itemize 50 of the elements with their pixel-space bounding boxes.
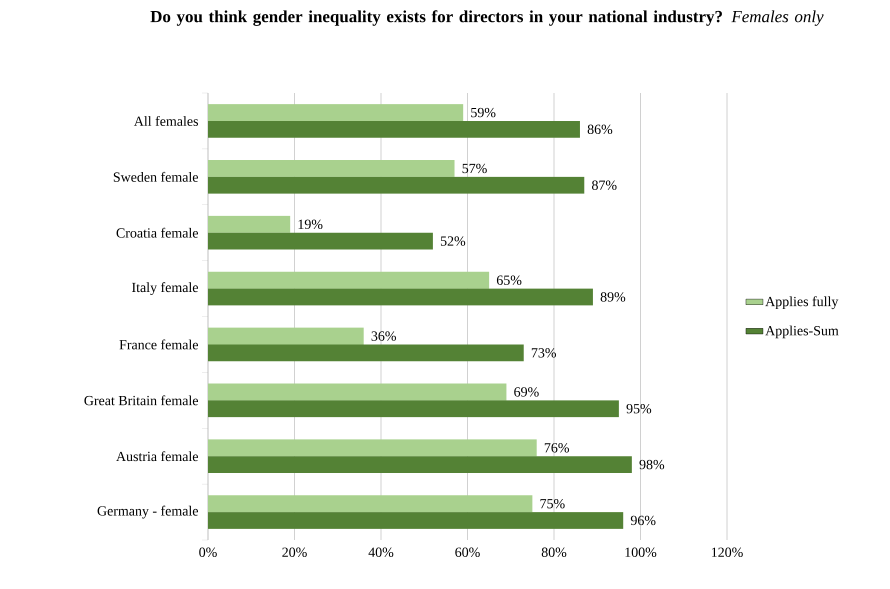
data-label: 73% <box>532 348 556 358</box>
data-label: 76% <box>544 443 569 453</box>
bar <box>208 384 506 400</box>
legend-label: Applies-Sum <box>765 326 839 338</box>
x-tick-label: 20% <box>282 548 307 557</box>
data-label: 52% <box>440 236 466 246</box>
bar <box>208 328 364 344</box>
bar <box>208 160 455 177</box>
y-tick-label: France female <box>120 339 198 350</box>
data-label: 95% <box>626 404 652 414</box>
bar <box>208 495 532 512</box>
data-label: 87% <box>592 180 617 190</box>
data-label: 36% <box>372 331 396 341</box>
bar <box>208 272 490 289</box>
bar <box>208 232 433 250</box>
bar <box>208 400 619 418</box>
x-tick-label: 40% <box>368 548 394 557</box>
x-tick-label: 80% <box>542 548 566 557</box>
data-label: 89% <box>600 292 626 302</box>
bar <box>208 176 584 194</box>
data-label: 65% <box>496 275 522 285</box>
y-tick-label: Austria female <box>116 451 198 462</box>
data-label: 75% <box>540 498 565 508</box>
data-label: 69% <box>514 387 539 397</box>
bar <box>208 216 290 233</box>
y-tick-label: Sweden female <box>114 172 198 182</box>
x-tick-label: 120% <box>712 548 743 557</box>
bar <box>208 288 593 306</box>
bar <box>208 344 524 362</box>
data-label: 57% <box>462 164 487 174</box>
data-label: 86% <box>588 124 612 134</box>
bar <box>208 120 580 138</box>
x-tick-label: 0% <box>199 548 217 557</box>
data-label: 98% <box>640 460 664 470</box>
data-label: 59% <box>471 108 496 118</box>
x-tick-label: 100% <box>625 548 656 557</box>
chart-title: Do you think gender inequality exists for directors in your national industry? Females only <box>150 10 824 26</box>
data-label: 96% <box>630 516 656 526</box>
data-label: 19% <box>298 220 322 230</box>
y-tick-label: Croatia female <box>116 228 198 238</box>
y-tick-label: Great Britain female <box>84 395 198 406</box>
legend-label: Applies fully <box>765 296 838 310</box>
x-tick-label: 60% <box>455 548 480 557</box>
y-tick-label: Germany - female <box>98 506 198 518</box>
bar <box>208 512 624 529</box>
y-tick-label: Italy female <box>132 282 198 295</box>
bar <box>208 439 537 456</box>
y-tick-label: All females <box>134 116 198 126</box>
bar <box>208 104 464 121</box>
bar <box>208 456 632 473</box>
